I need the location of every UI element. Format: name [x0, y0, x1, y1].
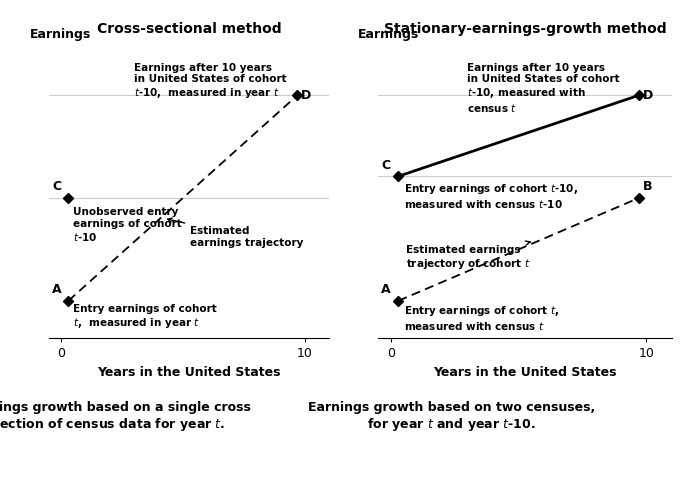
Text: C: C: [52, 180, 61, 193]
Text: Earnings after 10 years
in United States of cohort
$\mathit{t}$-10,  measured in: Earnings after 10 years in United States…: [134, 63, 287, 100]
Text: Entry earnings of cohort $\mathit{t}$-10,
measured with census $\mathit{t}$-10: Entry earnings of cohort $\mathit{t}$-10…: [404, 183, 578, 211]
Text: Entry earnings of cohort
$\mathit{t}$,  measured in year $\mathit{t}$: Entry earnings of cohort $\mathit{t}$, m…: [74, 304, 217, 330]
Title: Cross-sectional method: Cross-sectional method: [97, 22, 281, 36]
Title: Stationary-earnings-growth method: Stationary-earnings-growth method: [384, 22, 666, 36]
Text: A: A: [52, 283, 61, 296]
X-axis label: Years in the United States: Years in the United States: [433, 366, 617, 379]
Text: Earnings: Earnings: [358, 28, 419, 41]
Text: Earnings: Earnings: [29, 28, 91, 41]
Text: Earnings growth based on a single cross
section of census data for year $t$.: Earnings growth based on a single cross …: [0, 401, 251, 433]
Text: A: A: [382, 283, 391, 296]
Text: Earnings after 10 years
in United States of cohort
$\mathit{t}$-10, measured wit: Earnings after 10 years in United States…: [468, 63, 620, 114]
Text: D: D: [643, 89, 653, 102]
Text: B: B: [643, 180, 652, 193]
Text: Estimated earnings
trajectory of cohort $\mathit{t}$: Estimated earnings trajectory of cohort …: [406, 241, 531, 270]
Text: Entry earnings of cohort $\mathit{t}$,
measured with census $\mathit{t}$: Entry earnings of cohort $\mathit{t}$, m…: [404, 304, 559, 332]
Text: Earnings growth based on two censuses,
for year $t$ and year $\mathit{t}$-10.: Earnings growth based on two censuses, f…: [308, 401, 595, 433]
Text: C: C: [382, 158, 391, 171]
Text: D: D: [301, 89, 312, 102]
Text: Estimated
earnings trajectory: Estimated earnings trajectory: [168, 218, 304, 248]
X-axis label: Years in the United States: Years in the United States: [97, 366, 281, 379]
Text: Unobserved entry
earnings of cohort
$\mathit{t}$-10: Unobserved entry earnings of cohort $\ma…: [74, 207, 182, 243]
